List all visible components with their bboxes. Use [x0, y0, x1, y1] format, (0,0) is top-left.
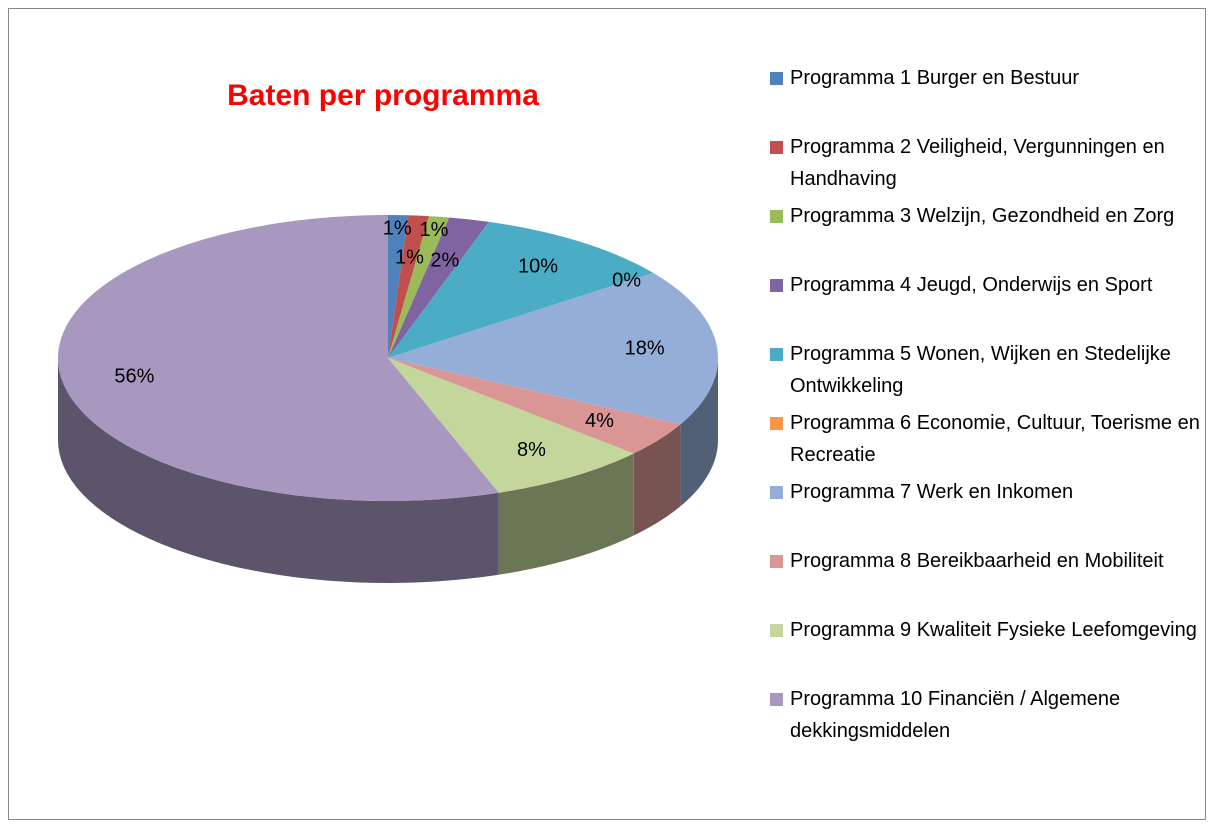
legend-label: Programma 10 Financiën / Algemene dekkin…	[790, 688, 1121, 742]
slice	[388, 221, 654, 358]
slice	[388, 215, 429, 358]
chart-frame	[8, 8, 1206, 820]
chart: Baten per programma 1% 1% 1% 2% 10% 0% 18% 4% 8%…	[58, 79, 718, 583]
legend-swatch	[770, 486, 783, 499]
legend-item: Programma 3 Welzijn, Gezondheid en Zorg	[770, 200, 1200, 232]
legend-label: Programma 2 Veiligheid, Vergunningen en …	[790, 136, 1165, 190]
slice-side	[58, 358, 499, 583]
legend-item: Programma 1 Burger en Bestuur	[770, 62, 1200, 94]
legend-label: Programma 3 Welzijn, Gezondheid en Zorg	[790, 205, 1175, 227]
legend-item: Programma 10 Financiën / Algemene dekkin…	[770, 683, 1200, 747]
data-label: 2%	[430, 249, 459, 271]
legend-item: Programma 8 Bereikbaarheid en Mobiliteit	[770, 545, 1200, 577]
legend-item: Programma 4 Jeugd, Onderwijs en Sport	[770, 269, 1200, 301]
legend-label: Programma 4 Jeugd, Onderwijs en Sport	[790, 274, 1153, 296]
data-label: 0%	[612, 270, 641, 292]
data-label: 18%	[625, 338, 665, 360]
legend-swatch	[770, 141, 783, 154]
slice	[388, 272, 718, 425]
slice-side	[633, 424, 681, 536]
legend-label: Programma 9 Kwaliteit Fysieke Leefomgevi…	[790, 619, 1197, 641]
data-label: 4%	[585, 410, 614, 432]
slice	[388, 217, 489, 358]
legend-swatch	[770, 279, 783, 292]
legend-swatch	[770, 624, 783, 637]
slice-side	[680, 358, 718, 507]
chart-title: Baten per programma	[227, 79, 539, 112]
legend-swatch	[770, 693, 783, 706]
legend-label: Programma 1 Burger en Bestuur	[790, 67, 1080, 89]
legend-swatch	[770, 417, 783, 430]
legend-label: Programma 5 Wonen, Wijken en Stedelijke …	[790, 343, 1171, 397]
legend: Programma 1 Burger en Bestuur Programma 2…	[770, 0, 1200, 824]
data-label: 1%	[383, 218, 412, 240]
data-label: 56%	[114, 365, 154, 387]
data-label: 1%	[420, 219, 449, 241]
legend-item: Programma 7 Werk en Inkomen	[770, 476, 1200, 508]
legend-label: Programma 8 Bereikbaarheid en Mobiliteit	[790, 550, 1164, 572]
legend-swatch	[770, 348, 783, 361]
legend-item: Programma 5 Wonen, Wijken en Stedelijke …	[770, 338, 1200, 402]
legend-item: Programma 9 Kwaliteit Fysieke Leefomgevi…	[770, 614, 1200, 646]
slice	[388, 216, 450, 358]
legend-item: Programma 2 Veiligheid, Vergunningen en …	[770, 131, 1200, 195]
slice-side	[498, 453, 634, 575]
slice	[388, 215, 409, 358]
legend-label: Programma 6 Economie, Cultuur, Toerisme …	[790, 412, 1200, 466]
slice	[388, 358, 681, 454]
slice	[58, 215, 499, 501]
legend-item: Programma 6 Economie, Cultuur, Toerisme …	[770, 407, 1200, 471]
data-label: 10%	[518, 256, 558, 278]
legend-swatch	[770, 210, 783, 223]
data-label: 1%	[395, 247, 424, 269]
data-label: 8%	[517, 439, 546, 461]
legend-swatch	[770, 555, 783, 568]
legend-label: Programma 7 Werk en Inkomen	[790, 481, 1074, 503]
slice	[388, 358, 634, 493]
legend-swatch	[770, 72, 783, 85]
